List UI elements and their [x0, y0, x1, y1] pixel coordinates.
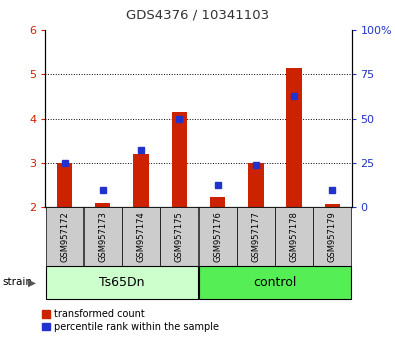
Text: control: control — [253, 276, 297, 289]
Bar — [275, 207, 313, 266]
Bar — [248, 163, 263, 207]
Bar — [95, 202, 111, 207]
Text: GSM957174: GSM957174 — [137, 211, 146, 262]
Text: GSM957175: GSM957175 — [175, 211, 184, 262]
Text: GSM957178: GSM957178 — [290, 211, 299, 262]
Bar — [57, 163, 72, 207]
Bar — [134, 154, 149, 207]
Bar — [314, 207, 352, 266]
Text: strain: strain — [2, 277, 32, 287]
Text: GSM957177: GSM957177 — [251, 211, 260, 262]
Bar — [325, 204, 340, 207]
Text: GDS4376 / 10341103: GDS4376 / 10341103 — [126, 9, 269, 22]
Bar — [286, 68, 302, 207]
Text: GSM957176: GSM957176 — [213, 211, 222, 262]
Bar — [160, 207, 198, 266]
Bar — [84, 207, 122, 266]
Legend: transformed count, percentile rank within the sample: transformed count, percentile rank withi… — [42, 309, 219, 332]
Bar — [237, 207, 275, 266]
Bar — [172, 112, 187, 207]
Text: GSM957173: GSM957173 — [98, 211, 107, 262]
Bar — [122, 207, 160, 266]
Text: Ts65Dn: Ts65Dn — [99, 276, 145, 289]
Text: GSM957179: GSM957179 — [328, 211, 337, 262]
Bar — [210, 198, 225, 207]
Bar — [199, 207, 237, 266]
Bar — [45, 207, 83, 266]
Bar — [199, 266, 352, 299]
Text: ▶: ▶ — [28, 277, 36, 287]
Text: GSM957172: GSM957172 — [60, 211, 69, 262]
Bar — [45, 266, 198, 299]
